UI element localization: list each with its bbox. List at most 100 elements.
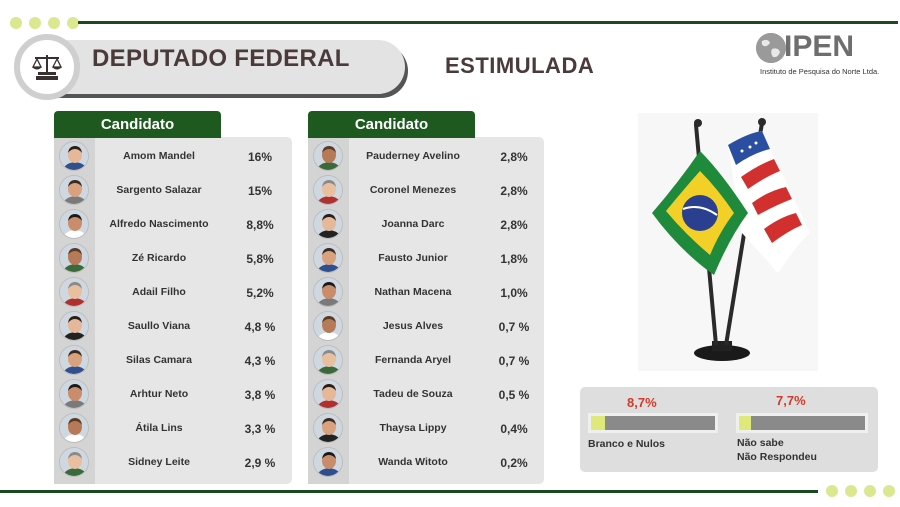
bottom-divider xyxy=(0,490,818,493)
table-flags-image xyxy=(638,113,818,371)
candidate-name: Alfredo Nascimento xyxy=(109,218,209,230)
candidate-photo xyxy=(59,345,89,375)
candidate-percent: 15% xyxy=(247,184,273,198)
candidate-percent: 1,0% xyxy=(500,286,528,300)
candidate-row: Átila Lins 3,3 % xyxy=(54,411,290,445)
candidate-percent: 0,5 % xyxy=(498,388,530,402)
candidate-name: Silas Camara xyxy=(126,354,192,366)
candidate-row: Fernanda Aryel 0,7 % xyxy=(308,343,544,377)
title-banner xyxy=(20,40,405,94)
candidate-percent: 2,8% xyxy=(500,150,528,164)
candidate-name: Wanda Witoto xyxy=(378,456,448,468)
candidate-name: Jesus Alves xyxy=(382,320,444,332)
dont-know-label-2: Não Respondeu xyxy=(737,451,817,463)
ipen-logo: IPEN Instituto de Pesquisa do Norte Ltda… xyxy=(756,30,880,80)
candidate-row: Fausto Junior 1,8% xyxy=(308,241,544,275)
candidate-photo xyxy=(59,209,89,239)
candidate-row: Sargento Salazar 15% xyxy=(54,173,290,207)
candidate-percent: 3,8 % xyxy=(244,388,276,402)
scales-of-justice-icon xyxy=(14,34,80,100)
candidate-photo xyxy=(313,379,343,409)
candidate-name: Sargento Salazar xyxy=(116,184,202,196)
candidate-percent: 2,8% xyxy=(500,184,528,198)
candidate-percent: 4,3 % xyxy=(244,354,276,368)
candidate-row: Coronel Menezes 2,8% xyxy=(308,173,544,207)
candidate-row: Joanna Darc 2,8% xyxy=(308,207,544,241)
candidate-photo xyxy=(313,311,343,341)
candidate-photo xyxy=(59,413,89,443)
candidate-percent: 4,8 % xyxy=(244,320,276,334)
candidate-percent: 8,8% xyxy=(246,218,274,232)
candidate-percent: 0,7 % xyxy=(498,354,530,368)
candidate-photo xyxy=(59,277,89,307)
candidate-name: Joanna Darc xyxy=(381,218,445,230)
candidate-name: Adail Filho xyxy=(132,286,186,298)
left-column-header: Candidato xyxy=(54,111,221,138)
candidate-photo xyxy=(313,277,343,307)
candidate-row: Saullo Viana 4,8 % xyxy=(54,309,290,343)
candidate-row: Jesus Alves 0,7 % xyxy=(308,309,544,343)
candidate-row: Arhtur Neto 3,8 % xyxy=(54,377,290,411)
candidate-photo xyxy=(313,175,343,205)
candidate-row: Wanda Witoto 0,2% xyxy=(308,445,544,479)
candidate-photo xyxy=(313,447,343,477)
candidate-photo xyxy=(313,243,343,273)
candidate-row: Amom Mandel 16% xyxy=(54,139,290,173)
dont-know-percent: 7,7% xyxy=(776,393,806,408)
candidate-photo xyxy=(59,379,89,409)
candidate-name: Fernanda Aryel xyxy=(374,354,452,366)
candidate-row: Zé Ricardo 5,8% xyxy=(54,241,290,275)
candidate-row: Nathan Macena 1,0% xyxy=(308,275,544,309)
candidate-photo xyxy=(59,311,89,341)
candidate-photo xyxy=(59,141,89,171)
bottom-dots-decoration xyxy=(826,485,895,497)
candidate-name: Átila Lins xyxy=(135,422,183,434)
candidate-name: Amom Mandel xyxy=(123,150,195,162)
candidate-percent: 0,4% xyxy=(500,422,528,436)
right-column-header: Candidato xyxy=(308,111,475,138)
dont-know-bar xyxy=(736,413,868,433)
blank-null-bar xyxy=(588,413,718,433)
candidate-name: Arhtur Neto xyxy=(129,388,189,400)
candidate-photo xyxy=(59,447,89,477)
candidate-name: Nathan Macena xyxy=(374,286,452,298)
candidate-name: Fausto Junior xyxy=(378,252,448,264)
candidate-name: Pauderney Avelino xyxy=(366,150,460,162)
globe-icon xyxy=(756,33,786,63)
candidate-name: Saullo Viana xyxy=(127,320,191,332)
poll-type-subtitle: ESTIMULADA xyxy=(445,53,595,78)
candidate-photo xyxy=(313,413,343,443)
candidate-percent: 0,7 % xyxy=(498,320,530,334)
candidate-percent: 2,8% xyxy=(500,218,528,232)
top-divider xyxy=(78,21,898,24)
candidate-photo xyxy=(59,243,89,273)
dont-know-label-1: Não sabe xyxy=(737,437,784,449)
candidate-row: Thaysa Lippy 0,4% xyxy=(308,411,544,445)
candidate-row: Pauderney Avelino 2,8% xyxy=(308,139,544,173)
top-dots-decoration xyxy=(10,17,79,29)
candidate-name: Sidney Leite xyxy=(128,456,190,468)
candidate-photo xyxy=(313,141,343,171)
candidate-name: Tadeu de Souza xyxy=(373,388,453,400)
candidate-percent: 2,9 % xyxy=(244,456,276,470)
logo-wordmark: IPEN xyxy=(784,30,855,63)
candidate-row: Silas Camara 4,3 % xyxy=(54,343,290,377)
candidate-name: Thaysa Lippy xyxy=(379,422,447,434)
blank-null-percent: 8,7% xyxy=(627,395,657,410)
candidate-percent: 5,2% xyxy=(246,286,274,300)
logo-tagline: Instituto de Pesquisa do Norte Ltda. xyxy=(760,67,880,76)
candidate-photo xyxy=(59,175,89,205)
candidate-row: Adail Filho 5,2% xyxy=(54,275,290,309)
candidate-percent: 16% xyxy=(247,150,273,164)
candidate-name: Zé Ricardo xyxy=(131,252,187,264)
dont-know-bar-fill xyxy=(739,416,752,430)
candidate-percent: 1,8% xyxy=(500,252,528,266)
blank-null-bar-fill xyxy=(591,416,605,430)
page-title: DEPUTADO FEDERAL xyxy=(92,45,350,72)
candidate-name: Coronel Menezes xyxy=(369,184,457,196)
candidate-percent: 3,3 % xyxy=(244,422,276,436)
candidate-percent: 0,2% xyxy=(500,456,528,470)
candidate-row: Alfredo Nascimento 8,8% xyxy=(54,207,290,241)
blank-null-label: Branco e Nulos xyxy=(588,438,666,450)
candidate-percent: 5,8% xyxy=(246,252,274,266)
